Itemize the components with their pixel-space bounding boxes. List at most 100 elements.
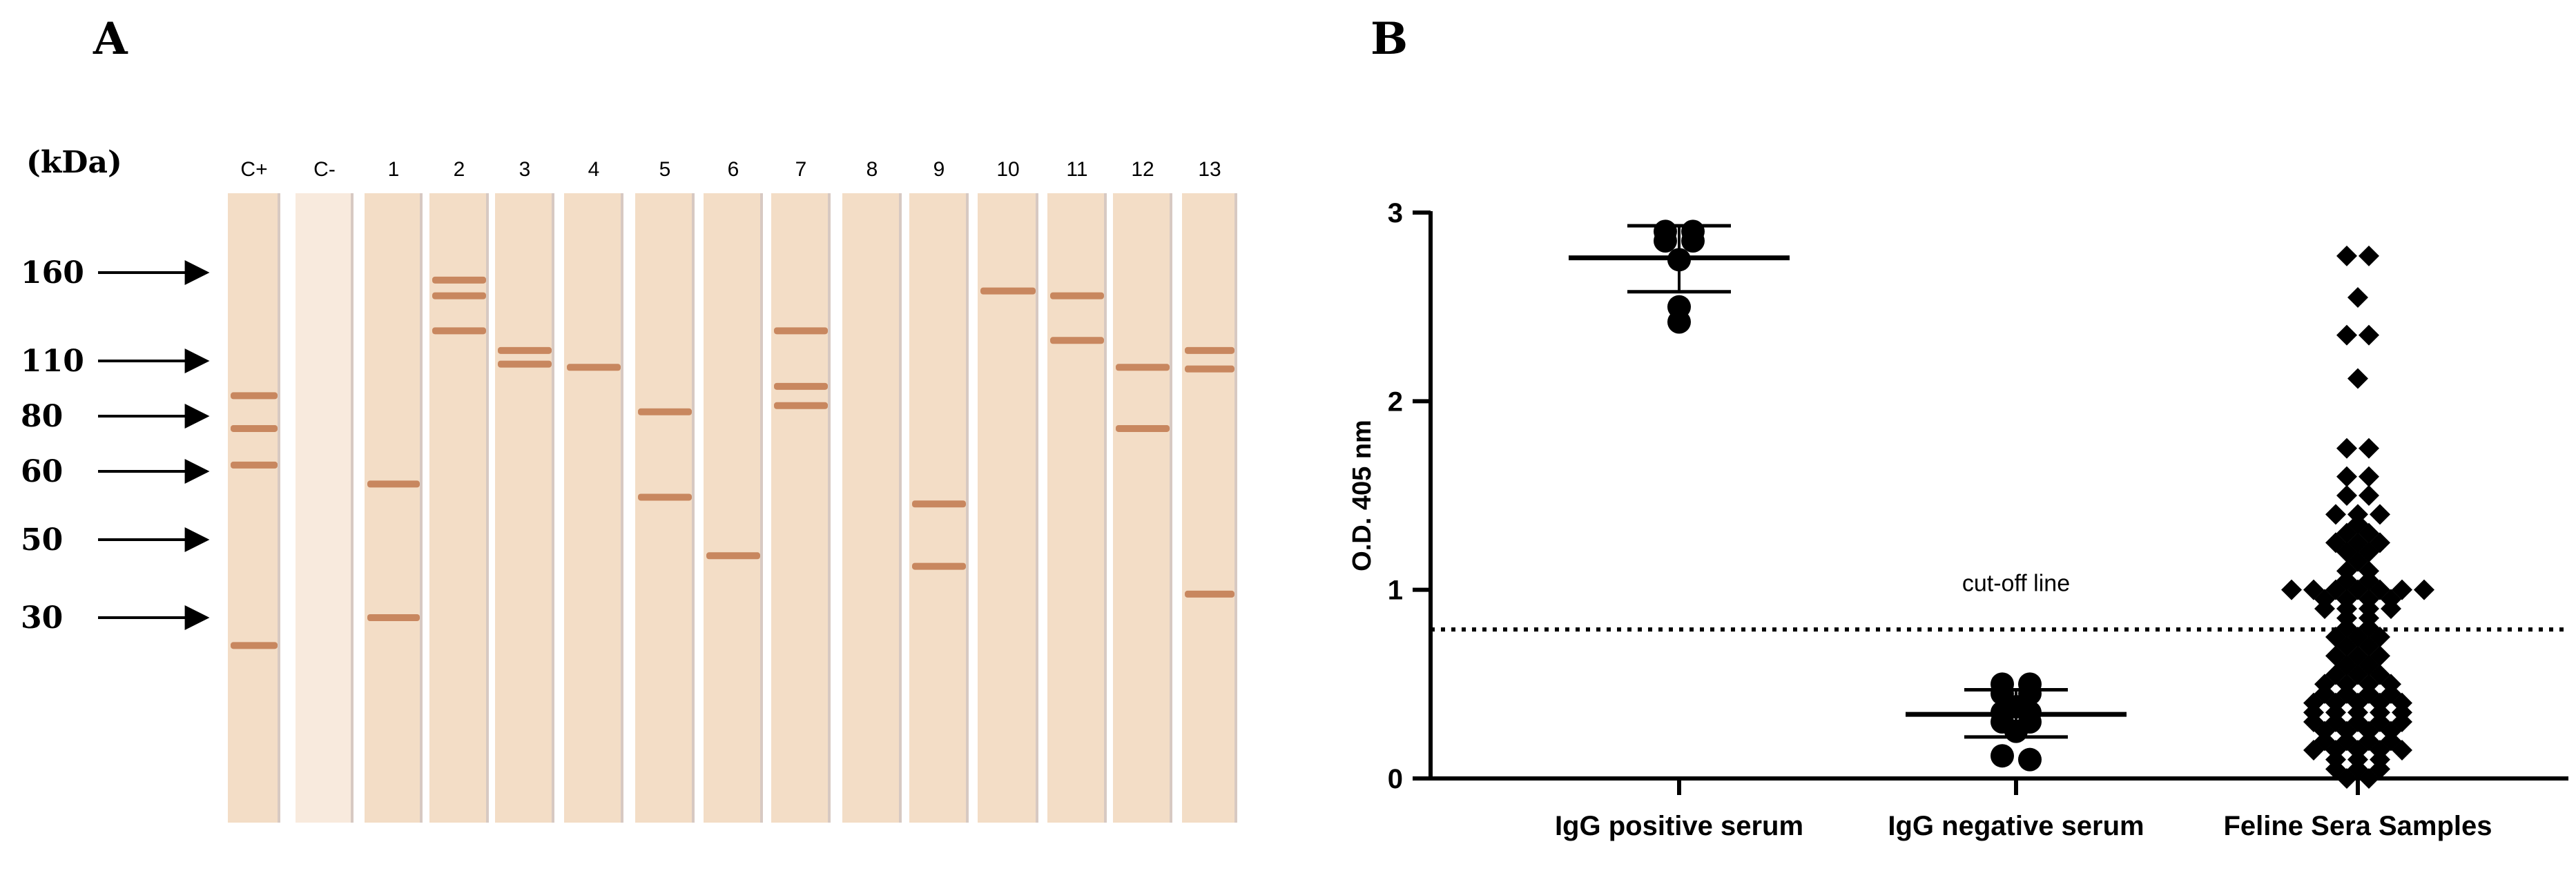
blot-lane-7	[771, 193, 831, 823]
protein-band	[1185, 590, 1234, 598]
protein-band	[231, 642, 278, 649]
protein-band	[432, 327, 486, 335]
lane-strip	[842, 193, 902, 823]
western-blot-panel: (kDa) C+ C- 1 2 3 4 5 6 7 8 9 10 11 12 13 160110806050…	[21, 145, 1237, 823]
protein-band	[231, 461, 278, 469]
data-point	[2359, 768, 2379, 789]
lane-label: 11	[1066, 158, 1087, 181]
lane-labels: C+ C- 1 2 3 4 5 6 7 8 9 10 11 12 13	[240, 158, 1221, 181]
lane-strip	[978, 193, 1038, 823]
data-point	[2359, 485, 2379, 506]
data-point	[1667, 310, 1691, 334]
data-point	[2336, 768, 2357, 789]
data-point	[2414, 579, 2434, 600]
protein-band	[1185, 346, 1234, 354]
protein-band	[774, 402, 828, 409]
data-point	[2359, 245, 2379, 266]
protein-band	[980, 287, 1036, 295]
protein-band	[912, 562, 966, 570]
data-point	[2381, 598, 2401, 619]
y-tick-label: 3	[1388, 198, 1403, 228]
lane-strip	[1113, 193, 1172, 823]
blot-lane-4	[564, 193, 623, 823]
protein-band	[231, 424, 278, 432]
lane-strip	[1182, 193, 1237, 823]
protein-band	[498, 360, 552, 368]
kda-unit-label: (kDa)	[26, 145, 122, 180]
y-tick-label: 1	[1388, 576, 1403, 606]
protein-band	[638, 408, 692, 415]
blot-lane-10	[978, 193, 1038, 823]
data-point	[2303, 740, 2324, 761]
blot-strips	[228, 193, 1237, 823]
panel-b-letter: B	[1371, 13, 1408, 65]
lane-label: C+	[240, 158, 267, 181]
data-point	[2336, 438, 2357, 459]
data-point	[2325, 504, 2346, 525]
marker-label: 30	[21, 600, 63, 636]
data-point	[2347, 287, 2368, 308]
blot-lane-9	[909, 193, 969, 823]
protein-band	[567, 364, 621, 371]
marker-80: 80	[21, 399, 210, 434]
blot-lane-C+	[228, 193, 280, 823]
marker-label: 60	[21, 454, 63, 489]
lane-strip	[771, 193, 831, 823]
protein-band	[1050, 337, 1104, 344]
protein-band	[432, 276, 486, 284]
lane-label: 12	[1131, 158, 1154, 181]
y-axis-title: O.D. 405 nm	[1348, 420, 1377, 571]
lane-strip	[495, 193, 554, 823]
x-tick-label: IgG negative serum	[1888, 811, 2144, 841]
data-point	[2359, 324, 2379, 346]
blot-lane-5	[635, 193, 695, 823]
protein-band	[1185, 365, 1234, 373]
data-point	[2370, 504, 2390, 525]
protein-band	[774, 382, 828, 390]
blot-lane-11	[1047, 193, 1107, 823]
data-point	[2392, 740, 2412, 761]
blot-lane-13	[1182, 193, 1237, 823]
marker-60: 60	[21, 454, 210, 489]
protein-band	[638, 493, 692, 501]
y-tick-label: 0	[1388, 764, 1403, 794]
marker-label: 50	[21, 522, 63, 558]
lane-label: 7	[795, 158, 807, 181]
blot-lane-C-	[296, 193, 354, 823]
marker-50: 50	[21, 522, 210, 558]
protein-band	[912, 500, 966, 508]
lane-strip	[704, 193, 763, 823]
protein-band	[706, 552, 760, 560]
marker-30: 30	[21, 600, 210, 636]
data-point	[2336, 485, 2357, 506]
protein-band	[1050, 292, 1104, 300]
y-ticks: 0 1 2 3	[1388, 198, 1431, 794]
protein-band	[1116, 364, 1170, 371]
group-3	[2281, 245, 2434, 789]
data-point	[1681, 229, 1705, 253]
lane-label: 5	[659, 158, 671, 181]
data-point	[2359, 438, 2379, 459]
lane-strip	[429, 193, 489, 823]
group-2	[1906, 672, 2127, 772]
lane-label: 4	[588, 158, 600, 181]
lane-label: 6	[728, 158, 739, 181]
data-point	[1991, 744, 2014, 768]
lane-label: 2	[454, 158, 465, 181]
blot-lane-12	[1113, 193, 1172, 823]
data-point	[2336, 324, 2357, 346]
blot-lane-8	[842, 193, 902, 823]
data-point	[1654, 229, 1677, 253]
group-1	[1569, 219, 1790, 334]
blot-lane-1	[365, 193, 423, 823]
protein-band	[367, 614, 420, 621]
data-point	[2336, 245, 2357, 266]
lane-label: C-	[313, 158, 336, 181]
lane-strip	[1047, 193, 1107, 823]
blot-lane-2	[429, 193, 489, 823]
protein-band	[1116, 424, 1170, 432]
x-tick-labels: IgG positive serum IgG negative serum Feli…	[1555, 778, 2492, 841]
lane-strip	[564, 193, 623, 823]
blot-lane-3	[495, 193, 554, 823]
